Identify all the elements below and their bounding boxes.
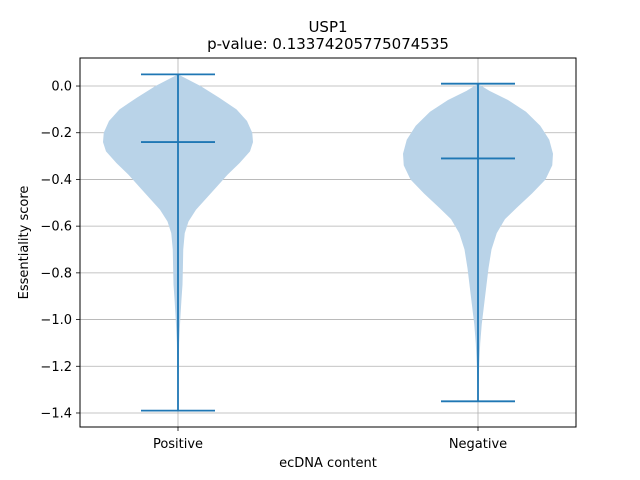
y-tick-label: −0.4 [40, 173, 72, 188]
y-tick-label: 0.0 [51, 80, 72, 95]
plot-frame [79, 57, 577, 428]
violin-layer [103, 73, 553, 412]
chart-subtitle: p-value: 0.13374205775074535 [207, 35, 449, 53]
y-tick-label: −0.8 [40, 266, 72, 281]
y-tick-label: −1.4 [40, 406, 72, 421]
y-tick-label: −1.2 [40, 360, 72, 375]
y-tick-label: −1.0 [40, 313, 72, 328]
y-axis-ticks: 0.0 −0.2 −0.4 −0.6 −0.8 −1.0 −1.2 −1.4 [40, 80, 80, 421]
x-tick-label: Negative [449, 437, 507, 452]
x-axis-label: ecDNA content [279, 456, 377, 471]
y-tick-label: −0.6 [40, 220, 72, 235]
x-axis-ticks: Positive Negative [153, 427, 507, 452]
y-tick-label: −0.2 [40, 126, 72, 141]
y-axis-label: Essentiality score [17, 186, 32, 300]
chart-title: USP1 [308, 18, 347, 36]
x-tick-label: Positive [153, 437, 203, 452]
